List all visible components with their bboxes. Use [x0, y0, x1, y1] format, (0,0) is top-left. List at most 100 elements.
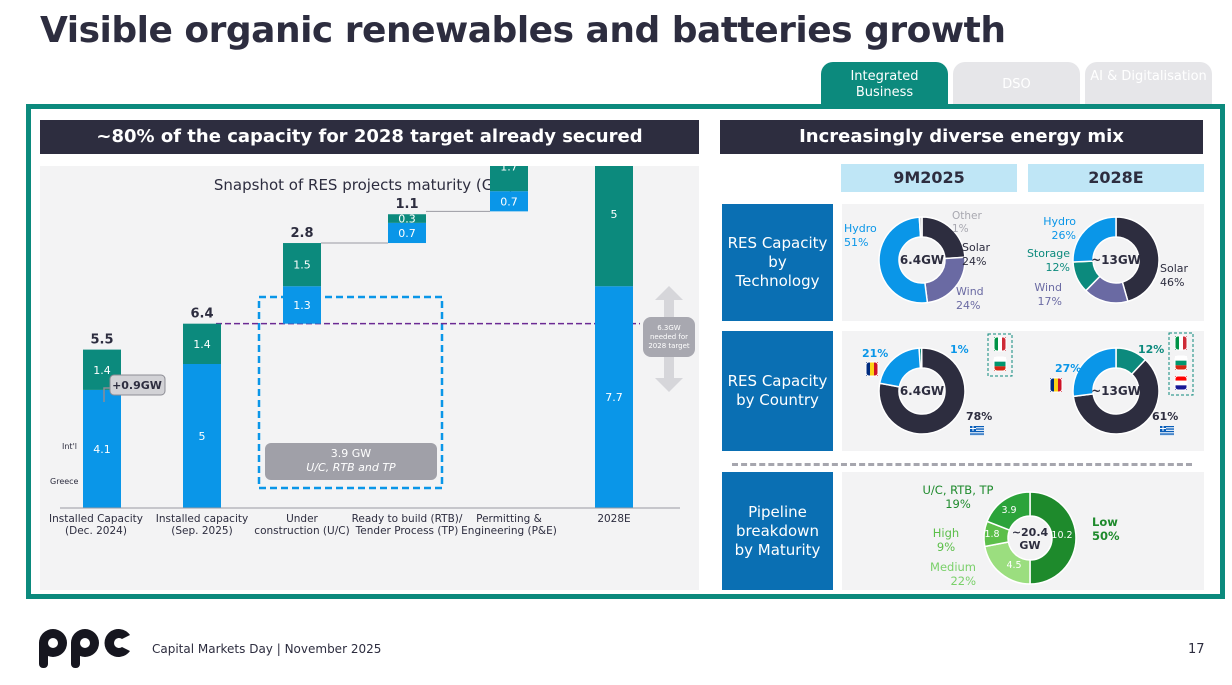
country-donuts: 6.4GW 21% 1% 78% ~13GW 27% 12% 61%: [862, 332, 1194, 436]
tech-9m-slice: [918, 216, 923, 238]
country-9m-slice: [878, 347, 966, 435]
bar-value-greece: 1.3: [293, 299, 311, 312]
slice-label-solar: Solar 24%: [962, 241, 991, 268]
bar-greece: [183, 364, 221, 508]
bar-total-label: 5.5: [90, 333, 113, 348]
donut-center-label: ~20.4 GW: [1012, 526, 1049, 552]
slice-value-label: 10.2: [1051, 530, 1072, 541]
tab-dso[interactable]: DSO: [953, 62, 1080, 106]
slice-label-solar: Solar 46%: [1160, 262, 1189, 289]
flag-greece-stripe: [970, 429, 984, 431]
technology-donuts: 6.4GW Solar 24% Wind 24% Hydro 51% Other 1% ~13GW…: [844, 210, 1189, 312]
needed-badge: [643, 317, 695, 357]
flag-romania-edge: [1049, 377, 1063, 393]
flag-greece: [970, 426, 984, 436]
bar-value-intl: 1.4: [93, 364, 111, 377]
greece-label: Greece: [50, 477, 79, 486]
flag-croatia: [1175, 376, 1187, 381]
flag-greece-stripe: [970, 432, 984, 434]
flag-romania: [870, 362, 874, 376]
flag-greece-stripe: [1160, 434, 1174, 436]
pipeline-panel: ~20.4 GW 10.2 4.5 1.8 3.9 Low 50% Medium 22% High 9…: [842, 472, 1204, 590]
donut-center-label: 6.4GW: [900, 253, 944, 267]
x-tick-label: Permitting & Engineering (P&E): [461, 513, 557, 537]
bar-greece: [595, 286, 633, 508]
flag-bulgaria: [1175, 356, 1187, 361]
flag-romania: [874, 362, 878, 376]
bar-total-label: 2.8: [290, 226, 313, 241]
row-label-country: RES Capacity by Country: [722, 331, 833, 451]
x-tick-label: Installed Capacity (Dec. 2024): [49, 513, 143, 537]
pipeline-slice: [986, 491, 1031, 532]
country-2028-slice: [1072, 358, 1160, 435]
period-9m2025: 9M2025: [841, 164, 1017, 192]
tech-2028-slice: [1115, 216, 1160, 303]
country-panel: 6.4GW 21% 1% 78% ~13GW 27% 12% 61%: [842, 331, 1204, 451]
bar-intl: [595, 142, 633, 287]
page-number: 17: [1188, 642, 1205, 657]
x-tick-label: Under construction (U/C): [254, 513, 349, 537]
flag-italy-edge: [1174, 335, 1188, 351]
flag-italy: [1002, 337, 1006, 351]
bar-value-intl: 1.4: [193, 338, 211, 351]
slice-label-pct: 61%: [1152, 410, 1178, 423]
technology-panel: 6.4GW Solar 24% Wind 24% Hydro 51% Other 1% ~13GW…: [842, 204, 1204, 321]
flag-bulgaria-edge: [993, 356, 1007, 372]
slice-value-label: 3.9: [1001, 505, 1016, 516]
period-2028e: 2028E: [1028, 164, 1204, 192]
slice-label-pct: 12%: [1138, 343, 1164, 356]
slice-value-label: 1.8: [984, 529, 999, 540]
flag-greece-cross: [1160, 428, 1166, 429]
flag-greece-stripe: [970, 434, 984, 436]
tab-ai-digitalisation[interactable]: AI & Digitalisation: [1085, 62, 1212, 106]
dashed-divider: [732, 463, 1192, 466]
flag-croatia-edge: [1174, 375, 1188, 391]
growth-badge: [109, 374, 166, 396]
slice-label-wind: Wind 17%: [1034, 281, 1062, 308]
flag-greece-stripe: [1160, 427, 1174, 429]
bar-value-greece: 7.7: [605, 391, 623, 404]
bar-value-greece: 0.7: [500, 195, 518, 208]
bar-intl: [183, 323, 221, 364]
right-section-header: Increasingly diverse energy mix: [720, 120, 1203, 154]
flag-croatia: [1175, 385, 1187, 390]
flag-romania: [1058, 378, 1062, 392]
intl-label: Int'l: [62, 442, 77, 451]
flag-bulgaria-edge: [1174, 355, 1188, 371]
flag-bulgaria: [994, 366, 1006, 371]
left-section-header: ~80% of the capacity for 2028 target alr…: [40, 120, 699, 154]
tab-integrated-business[interactable]: Integrated Business: [821, 62, 948, 106]
slice-label-storage: Storage 12%: [1027, 247, 1070, 274]
flag-romania: [1054, 378, 1058, 392]
flag-italy: [1179, 336, 1183, 350]
page-title: Visible organic renewables and batteries…: [40, 10, 1006, 51]
tech-2028-slice: [1072, 216, 1117, 263]
bar-value-intl: 1.7: [500, 166, 518, 174]
bar-greece: [388, 222, 426, 244]
pipeline-slice: [1029, 491, 1077, 585]
ppc-logo: [39, 629, 130, 668]
bar-value-greece: 0.7: [398, 227, 416, 240]
flag-bulgaria: [1175, 360, 1187, 366]
flag-romania: [866, 362, 870, 376]
x-tick-label: Ready to build (RTB)/Tender Process (TP): [352, 513, 463, 537]
bar-value-greece: 4.1: [93, 443, 111, 456]
slice-label-pct: 21%: [862, 347, 888, 360]
bar-intl: [283, 243, 321, 287]
bar-value-intl: 5: [611, 208, 618, 221]
growth-badge-text: +0.9GW: [112, 379, 162, 392]
country-2028-slice: [1072, 347, 1117, 398]
slice-label-uc: U/C, RTB, TP 19%: [923, 483, 994, 511]
slice-label-wind: Wind 24%: [956, 285, 984, 312]
flag-romania-edge: [865, 361, 879, 377]
footer-text: Capital Markets Day | November 2025: [152, 642, 382, 656]
waterfall-chart-card: Snapshot of RES projects maturity (GW) 4.…: [40, 125, 699, 590]
slice-label-low: Low 50%: [1092, 515, 1120, 543]
bar-greece: [283, 286, 321, 324]
needed-badge-text: 6.3GW needed for 2028 target: [648, 324, 690, 350]
donut-center-label: ~13GW: [1091, 384, 1141, 398]
flag-greece-stripe: [970, 427, 984, 429]
bar-value-intl: 1.5: [293, 259, 311, 272]
flag-italy: [998, 337, 1002, 351]
